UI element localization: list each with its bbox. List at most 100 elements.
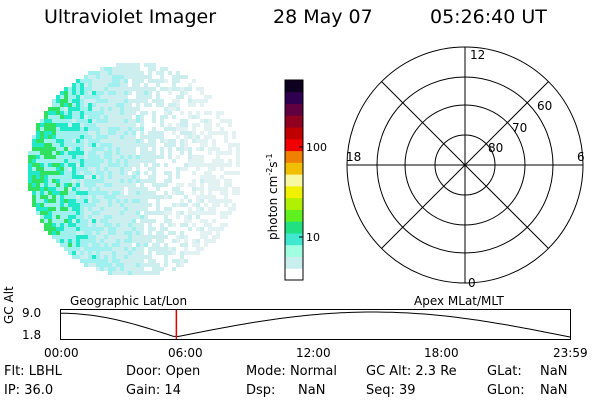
uv-pixel [80,147,84,151]
uv-pixel [96,159,100,163]
colorbar-cells [285,80,303,281]
uv-pixel [116,211,120,215]
uv-pixel [176,263,180,267]
uv-pixel [92,227,96,231]
uv-pixel [124,183,128,187]
uv-pixel [168,143,172,147]
uv-pixel [80,163,84,167]
uv-pixel [72,123,76,127]
uv-pixel [212,195,216,199]
uv-pixel [120,219,124,223]
uv-pixel [56,147,60,151]
uv-pixel [44,167,48,171]
timeline-xtick-4: 23:59 [553,346,588,360]
uv-pixel [72,195,76,199]
uv-pixel [84,75,88,79]
uv-pixel [192,99,196,103]
uv-pixel [124,123,128,127]
uv-pixel [140,139,144,143]
uv-pixel [92,79,96,83]
uv-pixel [152,163,156,167]
uv-pixel [48,207,52,211]
uv-pixel [76,219,80,223]
uv-pixel [132,119,136,123]
uv-pixel [88,139,92,143]
uv-pixel [132,215,136,219]
uv-pixel [132,123,136,127]
uv-pixel [100,255,104,259]
uv-pixel [116,223,120,227]
uv-pixel [88,251,92,255]
uv-pixel [112,271,116,275]
uv-pixel [160,235,164,239]
uv-pixel [92,95,96,99]
uv-pixel [124,199,128,203]
uv-pixel [144,215,148,219]
uv-pixel [144,99,148,103]
uv-pixel [212,203,216,207]
uv-pixel [76,239,80,243]
uv-pixel [52,127,56,131]
uv-pixel [164,127,168,131]
uv-pixel [160,247,164,251]
uv-pixel [128,167,132,171]
uv-pixel [44,163,48,167]
uv-pixel [92,151,96,155]
uv-pixel [212,175,216,179]
uv-pixel [124,195,128,199]
uv-pixel [204,99,208,103]
uv-pixel [200,155,204,159]
uv-pixel [44,143,48,147]
uv-pixel [136,167,140,171]
uv-pixel [116,175,120,179]
uv-pixel [64,175,68,179]
uv-pixel [204,231,208,235]
uv-pixel [84,251,88,255]
uv-pixel [52,139,56,143]
uv-pixel [92,103,96,107]
uv-pixel [104,239,108,243]
uv-pixel [40,199,44,203]
uv-pixel [156,187,160,191]
uv-pixel [132,271,136,275]
uv-pixel [152,183,156,187]
uv-pixel [228,179,232,183]
uv-pixel [56,211,60,215]
uv-pixel [116,115,120,119]
uv-pixel [200,191,204,195]
uv-pixel [52,99,56,103]
uv-pixel [156,103,160,107]
uv-pixel [120,175,124,179]
uv-pixel [116,215,120,219]
uv-pixel [68,227,72,231]
uv-pixel [136,187,140,191]
uv-pixel [124,119,128,123]
colorbar-cell [285,197,303,210]
uv-pixel [104,199,108,203]
uv-pixel [168,151,172,155]
uv-pixel [164,215,168,219]
timeline-xtick-1: 06:00 [168,346,203,360]
uv-pixel [40,171,44,175]
uv-pixel [120,151,124,155]
uv-pixel [204,235,208,239]
uv-pixel [92,215,96,219]
uv-pixel [196,195,200,199]
uv-pixel [188,147,192,151]
uv-pixel [188,151,192,155]
uv-pixel [52,107,56,111]
uv-pixel [108,183,112,187]
uv-pixel [72,247,76,251]
uv-pixel [112,135,116,139]
uv-pixel [112,119,116,123]
uv-pixel [60,99,64,103]
uv-pixel [160,211,164,215]
uv-pixel [40,187,44,191]
uv-pixel [128,239,132,243]
uv-pixel [164,255,168,259]
uv-pixel [192,135,196,139]
uv-pixel [64,243,68,247]
uv-pixel [128,143,132,147]
uv-pixel [100,115,104,119]
uv-pixel [208,239,212,243]
